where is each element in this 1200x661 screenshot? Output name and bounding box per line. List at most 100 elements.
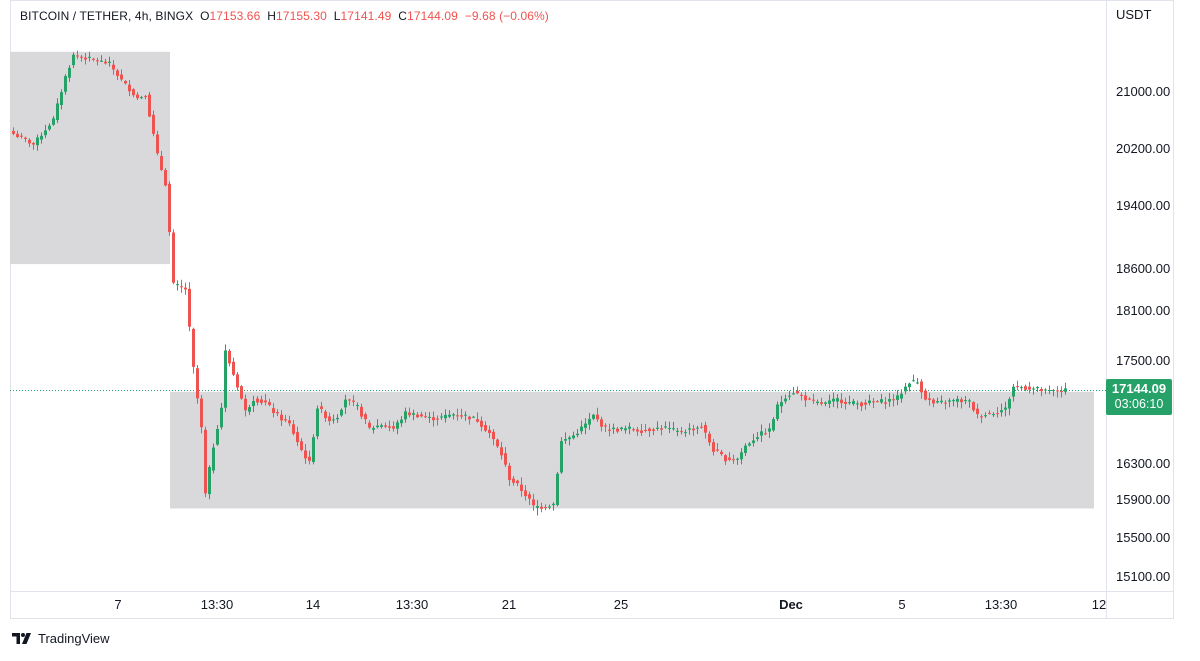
candle[interactable] bbox=[292, 419, 295, 436]
candle[interactable] bbox=[256, 395, 259, 406]
candle[interactable] bbox=[776, 401, 779, 422]
candle[interactable] bbox=[876, 400, 879, 403]
candle[interactable] bbox=[480, 416, 483, 432]
candle[interactable] bbox=[472, 415, 475, 418]
candle[interactable] bbox=[944, 400, 947, 410]
candle[interactable] bbox=[320, 401, 323, 414]
brand[interactable]: TradingView bbox=[12, 631, 110, 646]
candle[interactable] bbox=[104, 58, 107, 65]
candle[interactable] bbox=[672, 421, 675, 431]
candle[interactable] bbox=[520, 477, 523, 497]
candle[interactable] bbox=[856, 400, 859, 410]
candle[interactable] bbox=[904, 382, 907, 395]
candle[interactable] bbox=[388, 420, 391, 432]
candle[interactable] bbox=[740, 448, 743, 465]
candle[interactable] bbox=[528, 491, 531, 505]
candle[interactable] bbox=[924, 388, 927, 401]
candle[interactable] bbox=[772, 416, 775, 432]
candle[interactable] bbox=[752, 433, 755, 447]
candle[interactable] bbox=[372, 425, 375, 434]
candle[interactable] bbox=[888, 392, 891, 407]
candle[interactable] bbox=[476, 412, 479, 423]
candle[interactable] bbox=[484, 421, 487, 433]
candle[interactable] bbox=[324, 409, 327, 422]
candle[interactable] bbox=[664, 421, 667, 429]
candle[interactable] bbox=[1024, 384, 1027, 392]
candle[interactable] bbox=[700, 422, 703, 429]
candle[interactable] bbox=[444, 409, 447, 423]
candle[interactable] bbox=[640, 423, 643, 436]
candle[interactable] bbox=[960, 397, 963, 409]
candle[interactable] bbox=[780, 395, 783, 413]
candle[interactable] bbox=[604, 423, 607, 433]
candle[interactable] bbox=[992, 412, 995, 417]
candle[interactable] bbox=[736, 457, 739, 465]
candle[interactable] bbox=[68, 65, 71, 82]
candle[interactable] bbox=[316, 405, 319, 440]
candle[interactable] bbox=[284, 414, 287, 423]
candle[interactable] bbox=[1020, 385, 1023, 390]
candle[interactable] bbox=[500, 441, 503, 460]
candle[interactable] bbox=[932, 398, 935, 408]
candle[interactable] bbox=[1028, 381, 1031, 394]
candle[interactable] bbox=[380, 423, 383, 429]
candle[interactable] bbox=[852, 398, 855, 406]
candle[interactable] bbox=[244, 394, 247, 417]
candle[interactable] bbox=[680, 426, 683, 435]
candle[interactable] bbox=[356, 402, 359, 411]
candle[interactable] bbox=[936, 397, 939, 404]
candle[interactable] bbox=[816, 399, 819, 406]
candle[interactable] bbox=[204, 426, 207, 498]
upper-zone[interactable] bbox=[10, 51, 170, 265]
candle[interactable] bbox=[764, 428, 767, 436]
candle[interactable] bbox=[808, 397, 811, 401]
candle[interactable] bbox=[16, 130, 19, 139]
candle[interactable] bbox=[28, 138, 31, 147]
candle[interactable] bbox=[20, 132, 23, 139]
candle[interactable] bbox=[996, 407, 999, 418]
candle[interactable] bbox=[360, 403, 363, 420]
candle[interactable] bbox=[188, 282, 191, 332]
candle[interactable] bbox=[172, 229, 175, 285]
candle[interactable] bbox=[108, 56, 111, 67]
candle[interactable] bbox=[100, 55, 103, 62]
candle[interactable] bbox=[168, 181, 171, 236]
candle[interactable] bbox=[160, 150, 163, 172]
candle[interactable] bbox=[572, 431, 575, 440]
candle[interactable] bbox=[468, 415, 471, 425]
candle[interactable] bbox=[732, 454, 735, 464]
candle[interactable] bbox=[696, 425, 699, 435]
candle[interactable] bbox=[224, 344, 227, 413]
candle[interactable] bbox=[208, 465, 211, 500]
candle[interactable] bbox=[900, 389, 903, 403]
candle[interactable] bbox=[720, 449, 723, 456]
candle[interactable] bbox=[704, 421, 707, 439]
candle[interactable] bbox=[568, 435, 571, 446]
candle[interactable] bbox=[784, 394, 787, 404]
currency-label[interactable]: USDT bbox=[1116, 7, 1152, 22]
candle[interactable] bbox=[832, 392, 835, 408]
candle[interactable] bbox=[968, 398, 971, 408]
candle[interactable] bbox=[340, 408, 343, 417]
candle[interactable] bbox=[532, 493, 535, 511]
candle[interactable] bbox=[796, 386, 799, 395]
candle[interactable] bbox=[548, 504, 551, 510]
candle[interactable] bbox=[88, 51, 91, 62]
candle[interactable] bbox=[540, 502, 543, 513]
candle[interactable] bbox=[608, 423, 611, 437]
candle[interactable] bbox=[396, 419, 399, 435]
candle[interactable] bbox=[180, 279, 183, 293]
candle[interactable] bbox=[628, 422, 631, 435]
candle[interactable] bbox=[92, 57, 95, 62]
candle[interactable] bbox=[536, 499, 539, 516]
candle[interactable] bbox=[32, 142, 35, 150]
candle[interactable] bbox=[120, 69, 123, 82]
candle[interactable] bbox=[432, 411, 435, 427]
candle[interactable] bbox=[976, 403, 979, 419]
candle[interactable] bbox=[404, 407, 407, 423]
candle[interactable] bbox=[220, 402, 223, 430]
candle[interactable] bbox=[228, 348, 231, 367]
candle[interactable] bbox=[352, 395, 355, 407]
candle[interactable] bbox=[668, 421, 671, 434]
candle[interactable] bbox=[632, 427, 635, 432]
